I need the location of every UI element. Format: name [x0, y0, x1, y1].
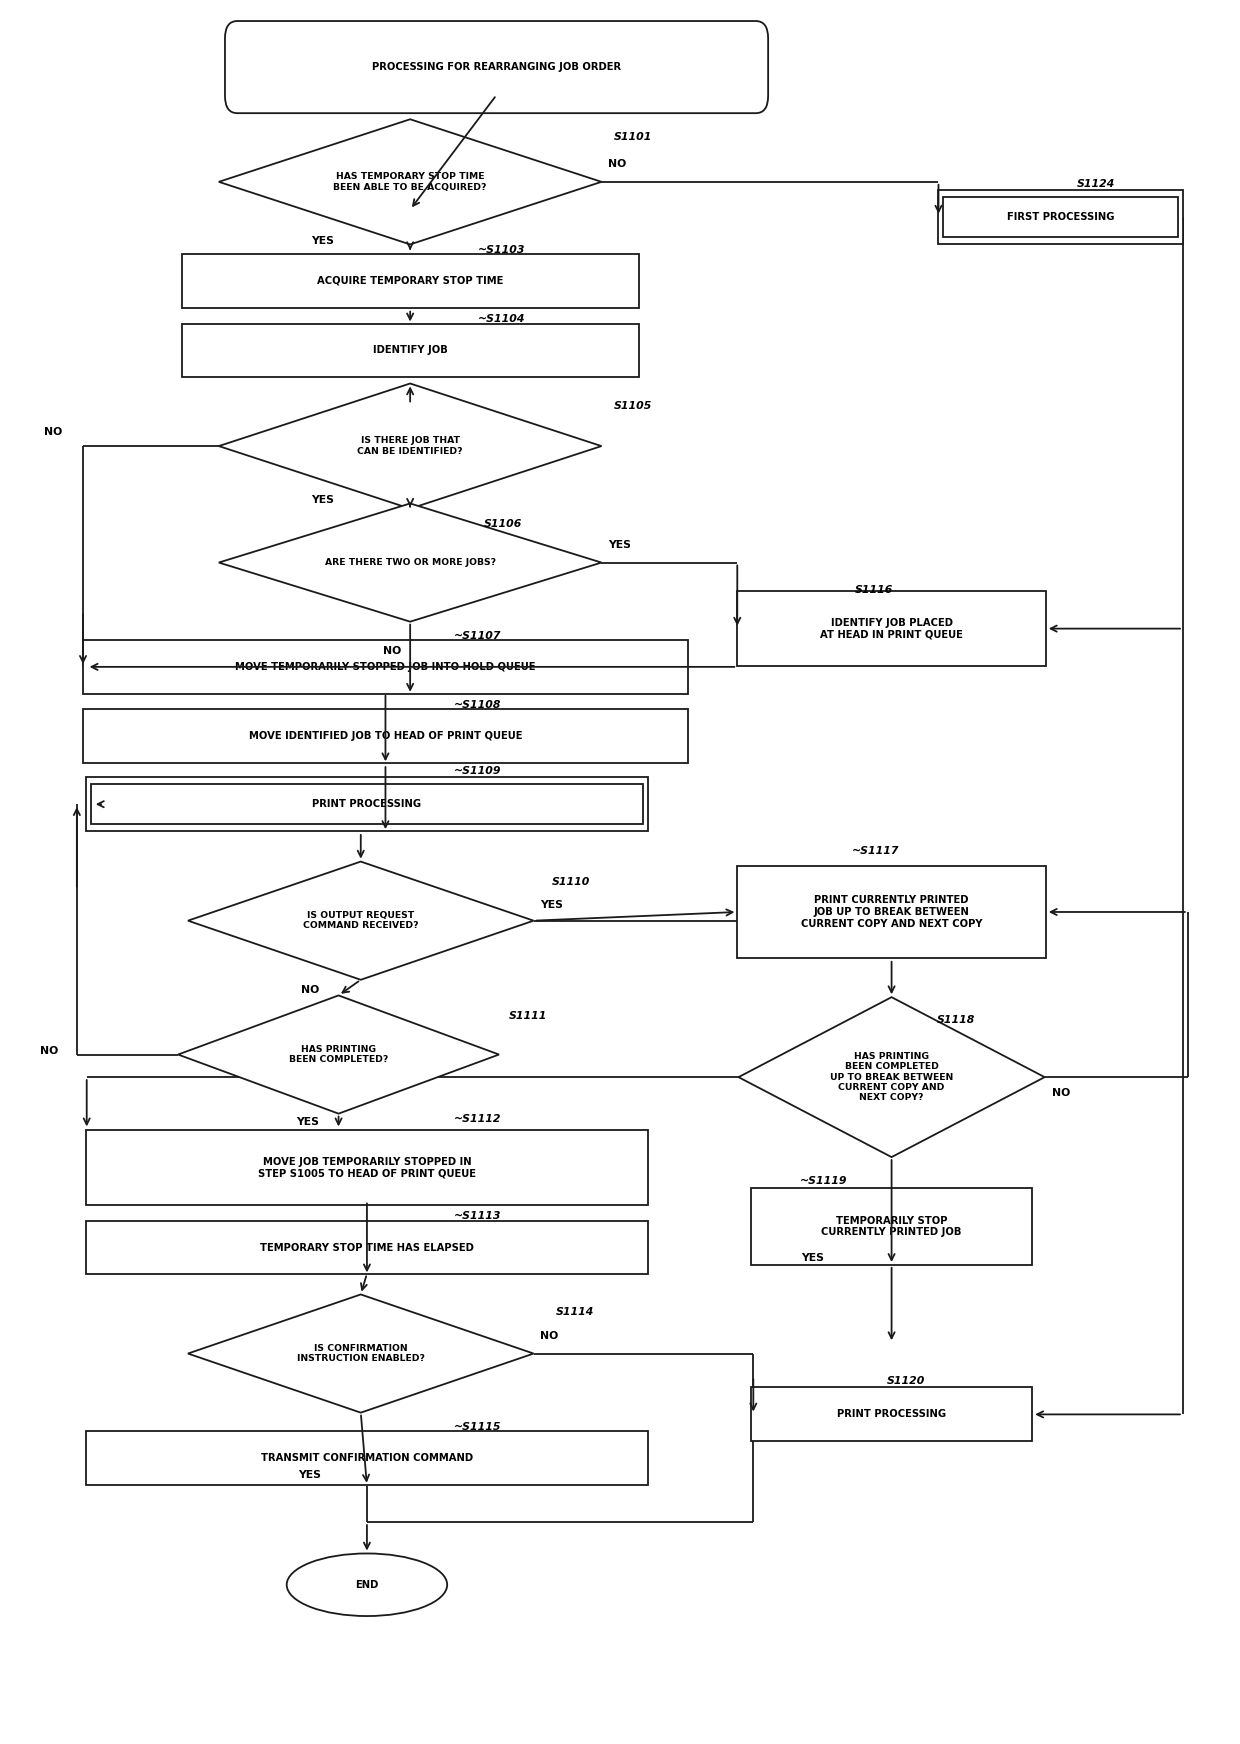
Text: MOVE JOB TEMPORARILY STOPPED IN
STEP S1005 TO HEAD OF PRINT QUEUE: MOVE JOB TEMPORARILY STOPPED IN STEP S10…	[258, 1156, 476, 1179]
Text: S1111: S1111	[508, 1012, 547, 1022]
FancyBboxPatch shape	[224, 21, 768, 113]
Text: PRINT CURRENTLY PRINTED
JOB UP TO BREAK BETWEEN
CURRENT COPY AND NEXT COPY: PRINT CURRENTLY PRINTED JOB UP TO BREAK …	[801, 895, 982, 928]
Text: HAS PRINTING
BEEN COMPLETED?: HAS PRINTING BEEN COMPLETED?	[289, 1045, 388, 1064]
Text: HAS TEMPORARY STOP TIME
BEEN ABLE TO BE ACQUIRED?: HAS TEMPORARY STOP TIME BEEN ABLE TO BE …	[334, 173, 487, 192]
Text: ~S1108: ~S1108	[454, 699, 501, 710]
Bar	[86, 1430, 647, 1484]
Text: ~S1107: ~S1107	[454, 631, 501, 640]
Polygon shape	[218, 119, 601, 244]
Text: S1101: S1101	[614, 131, 652, 141]
Text: YES: YES	[311, 495, 334, 506]
Text: ~S1113: ~S1113	[454, 1212, 501, 1221]
Bar	[91, 785, 642, 825]
Text: ~S1117: ~S1117	[852, 846, 899, 856]
Text: TRANSMIT CONFIRMATION COMMAND: TRANSMIT CONFIRMATION COMMAND	[260, 1453, 472, 1463]
Text: TEMPORARY STOP TIME HAS ELAPSED: TEMPORARY STOP TIME HAS ELAPSED	[260, 1242, 474, 1252]
Text: TEMPORARILY STOP
CURRENTLY PRINTED JOB: TEMPORARILY STOP CURRENTLY PRINTED JOB	[821, 1216, 962, 1238]
Text: ~S1103: ~S1103	[479, 244, 526, 255]
Bar	[86, 1221, 647, 1275]
Polygon shape	[739, 998, 1044, 1156]
Polygon shape	[188, 1294, 533, 1413]
Text: END: END	[355, 1580, 378, 1591]
Bar	[751, 1388, 1033, 1441]
Bar	[86, 1130, 647, 1205]
Text: PRINT PROCESSING: PRINT PROCESSING	[312, 799, 422, 809]
Polygon shape	[218, 504, 601, 621]
Text: NO: NO	[608, 159, 626, 169]
Polygon shape	[179, 996, 498, 1114]
Text: NO: NO	[539, 1331, 558, 1341]
Text: NO: NO	[40, 1046, 58, 1057]
Text: YES: YES	[608, 541, 630, 549]
Text: ~S1104: ~S1104	[479, 314, 526, 324]
Text: S1116: S1116	[854, 586, 893, 595]
Text: IDENTIFY JOB: IDENTIFY JOB	[373, 345, 448, 356]
Text: S1124: S1124	[1076, 178, 1115, 188]
Bar	[944, 197, 1178, 237]
Text: IS THERE JOB THAT
CAN BE IDENTIFIED?: IS THERE JOB THAT CAN BE IDENTIFIED?	[357, 436, 463, 455]
Ellipse shape	[286, 1554, 448, 1617]
Bar	[182, 255, 639, 309]
Text: ~S1119: ~S1119	[800, 1177, 848, 1186]
Text: PRINT PROCESSING: PRINT PROCESSING	[837, 1409, 946, 1420]
Text: YES: YES	[296, 1118, 319, 1127]
Polygon shape	[218, 384, 601, 509]
Text: S1110: S1110	[552, 877, 590, 888]
Text: IS CONFIRMATION
INSTRUCTION ENABLED?: IS CONFIRMATION INSTRUCTION ENABLED?	[296, 1345, 425, 1364]
Bar	[182, 324, 639, 377]
Bar	[738, 591, 1045, 666]
Polygon shape	[188, 862, 533, 980]
Text: NO: NO	[383, 647, 402, 656]
Text: S1114: S1114	[556, 1306, 594, 1317]
Text: S1118: S1118	[937, 1015, 976, 1025]
Bar	[939, 190, 1183, 244]
Text: ~S1109: ~S1109	[454, 766, 501, 776]
Text: IS OUTPUT REQUEST
COMMAND RECEIVED?: IS OUTPUT REQUEST COMMAND RECEIVED?	[303, 910, 419, 930]
Bar	[86, 778, 647, 832]
Text: PROCESSING FOR REARRANGING JOB ORDER: PROCESSING FOR REARRANGING JOB ORDER	[372, 63, 621, 72]
Text: NO: NO	[43, 427, 62, 438]
Text: ACQUIRE TEMPORARY STOP TIME: ACQUIRE TEMPORARY STOP TIME	[317, 276, 503, 286]
Text: MOVE IDENTIFIED JOB TO HEAD OF PRINT QUEUE: MOVE IDENTIFIED JOB TO HEAD OF PRINT QUE…	[249, 731, 522, 741]
Text: ARE THERE TWO OR MORE JOBS?: ARE THERE TWO OR MORE JOBS?	[325, 558, 496, 567]
Text: YES: YES	[299, 1470, 321, 1481]
Text: ~S1112: ~S1112	[454, 1114, 501, 1123]
Bar	[738, 867, 1045, 957]
Text: YES: YES	[539, 900, 563, 910]
Text: MOVE TEMPORARILY STOPPED JOB INTO HOLD QUEUE: MOVE TEMPORARILY STOPPED JOB INTO HOLD Q…	[236, 663, 536, 671]
Bar	[83, 710, 688, 764]
Text: NO: NO	[300, 985, 319, 996]
Bar	[83, 640, 688, 694]
Text: HAS PRINTING
BEEN COMPLETED
UP TO BREAK BETWEEN
CURRENT COPY AND
NEXT COPY?: HAS PRINTING BEEN COMPLETED UP TO BREAK …	[830, 1052, 954, 1102]
Text: S1106: S1106	[484, 520, 522, 530]
Text: IDENTIFY JOB PLACED
AT HEAD IN PRINT QUEUE: IDENTIFY JOB PLACED AT HEAD IN PRINT QUE…	[820, 617, 963, 640]
Text: ~S1115: ~S1115	[454, 1421, 501, 1432]
Text: S1105: S1105	[614, 401, 652, 412]
Text: FIRST PROCESSING: FIRST PROCESSING	[1007, 211, 1115, 221]
Text: YES: YES	[311, 235, 334, 246]
Text: NO: NO	[1052, 1088, 1070, 1097]
Text: YES: YES	[801, 1252, 825, 1263]
Text: S1120: S1120	[887, 1376, 925, 1386]
Bar	[751, 1188, 1033, 1264]
